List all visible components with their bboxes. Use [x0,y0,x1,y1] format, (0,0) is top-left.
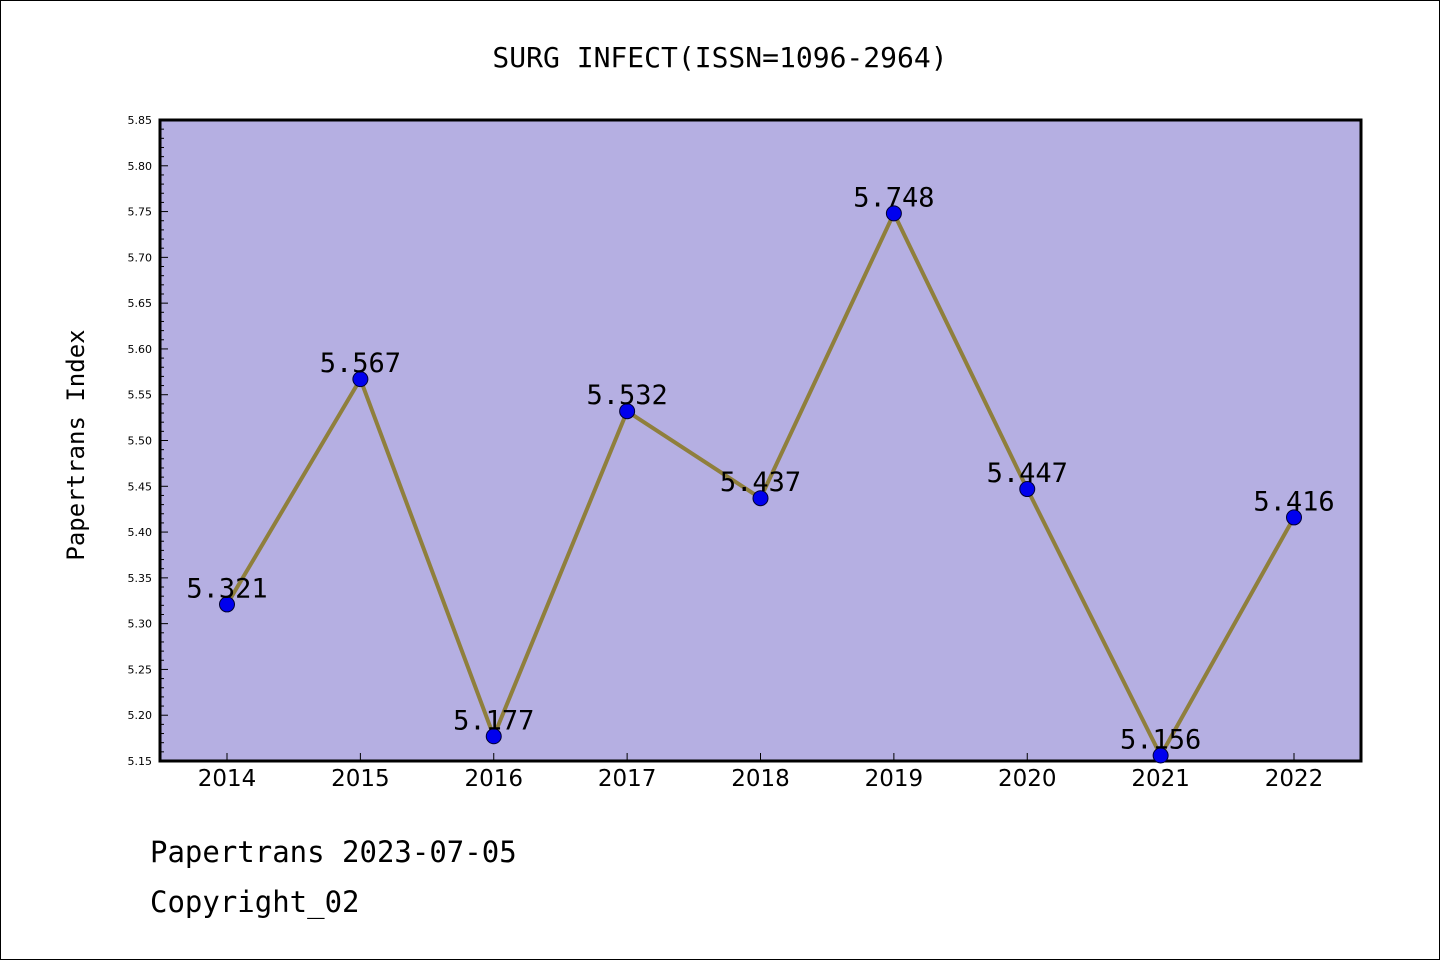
x-tick-label: 2022 [1265,766,1324,792]
data-label: 5.177 [453,705,534,736]
data-label: 5.437 [720,467,801,498]
y-tick-label: 5.85 [128,114,153,127]
y-tick-label: 5.35 [128,572,153,585]
chart-title: SURG INFECT(ISSN=1096-2964) [492,41,947,74]
footer-copyright: Copyright_02 [150,885,360,919]
x-tick-label: 2020 [998,766,1057,792]
data-point [352,371,369,388]
data-point [1286,509,1302,526]
series-papertrans-index [219,205,1302,764]
y-tick-label: 5.20 [128,709,153,722]
y-tick-label: 5.70 [128,251,153,264]
y-axis: 5.15 5.20 5.25 5.30 5.35 5.40 5.45 5.50 5.55 5.60… [128,114,168,768]
x-tick-label: 2014 [198,766,257,792]
x-tick-label: 2021 [1131,766,1190,792]
plot-area [158,118,1363,763]
y-tick-label: 5.25 [128,663,153,676]
data-point [1019,481,1036,498]
y-tick-label: 5.50 [128,435,153,448]
data-label: 5.567 [320,348,401,379]
data-label: 5.447 [987,458,1068,489]
data-point [752,490,769,507]
y-tick-label: 5.60 [128,343,153,356]
x-axis: 2014 2015 2016 2017 2018 2019 2020 2021 2022 [198,753,1324,792]
data-point [1152,747,1169,764]
x-tick-label: 2015 [331,766,390,792]
y-tick-label: 5.40 [128,526,153,539]
y-tick-label: 5.80 [128,160,153,173]
data-point [485,728,502,745]
data-point [619,403,636,420]
x-tick-label: 2019 [865,766,924,792]
data-label: 5.321 [186,573,267,604]
y-tick-label: 5.65 [128,297,153,310]
data-label: 5.416 [1253,486,1334,517]
data-point [219,596,235,613]
x-tick-label: 2016 [464,766,523,792]
data-labels: 5.321 5.567 5.177 5.532 5.437 5.748 5.447 5.156… [186,182,1334,755]
x-tick-label: 2018 [731,766,790,792]
y-axis-label: Papertrans Index [62,329,90,560]
x-tick-label: 2017 [598,766,657,792]
data-point [885,205,902,222]
y-tick-label: 5.30 [128,618,153,631]
data-label: 5.156 [1120,725,1201,756]
footer-date: Papertrans 2023-07-05 [150,835,517,869]
y-tick-label: 5.15 [128,755,153,768]
y-tick-label: 5.75 [128,206,153,219]
y-tick-label: 5.45 [128,480,153,493]
y-tick-label: 5.55 [128,389,153,402]
data-label: 5.748 [853,182,934,213]
data-label: 5.532 [586,380,667,411]
